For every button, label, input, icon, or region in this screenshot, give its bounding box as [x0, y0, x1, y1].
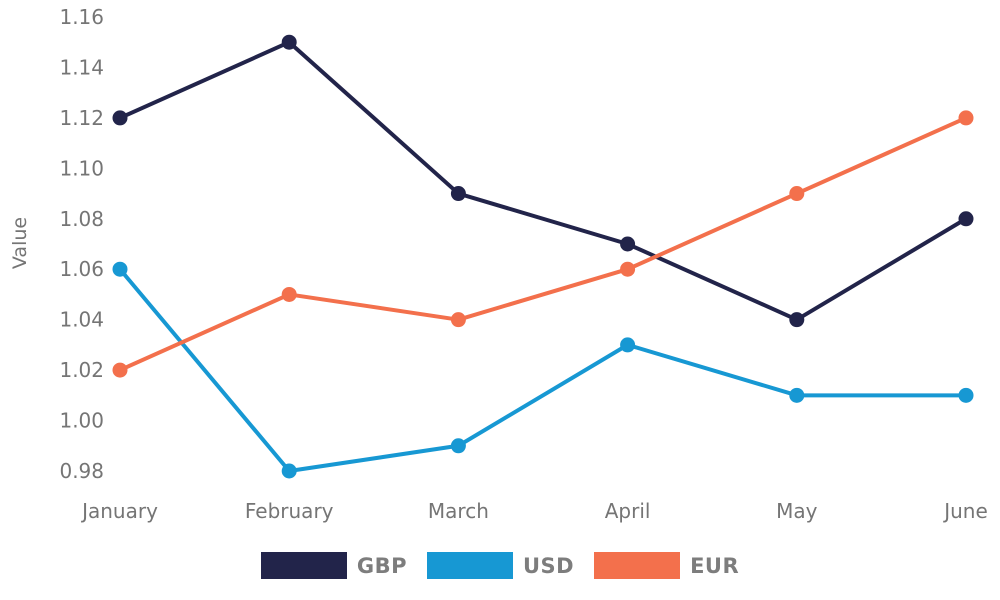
y-tick-label: 1.00 [59, 409, 104, 433]
data-point-gbp [958, 211, 974, 227]
data-point-eur [281, 286, 297, 302]
data-point-usd [958, 387, 974, 403]
data-point-usd [789, 387, 805, 403]
data-point-usd [112, 261, 128, 277]
data-point-gbp [789, 312, 805, 328]
y-tick-label: 1.04 [59, 308, 104, 332]
data-point-eur [789, 186, 805, 202]
data-point-gbp [450, 186, 466, 202]
y-tick-label: 1.10 [59, 156, 104, 180]
legend-label-gbp: GBP [356, 553, 407, 578]
legend-swatch-usd [426, 552, 513, 579]
legend-label-usd: USD [522, 553, 575, 578]
y-tick-label: 1.16 [59, 5, 104, 29]
y-tick-label: 1.12 [59, 106, 104, 130]
x-tick-label: March [428, 499, 489, 523]
y-tick-label: 0.98 [59, 459, 104, 483]
series-line-eur [118, 115, 968, 373]
y-tick-label: 1.02 [59, 358, 104, 382]
data-point-eur [958, 110, 974, 126]
series-line-gbp [118, 40, 968, 322]
data-point-usd [281, 463, 297, 479]
x-tick-label: June [942, 499, 988, 523]
data-point-gbp [281, 34, 297, 50]
data-point-usd [620, 337, 636, 353]
legend-label-eur: EUR [690, 553, 740, 578]
y-tick-label: 1.08 [59, 207, 104, 231]
series-line-usd [118, 267, 968, 473]
x-tick-label: April [605, 499, 651, 523]
y-tick-label: 1.06 [59, 257, 104, 281]
y-tick-label: 1.14 [59, 55, 104, 79]
data-point-eur [450, 312, 466, 328]
data-point-eur [112, 362, 128, 378]
data-point-gbp [112, 110, 128, 126]
legend-item-usd[interactable]: USD [426, 552, 575, 579]
legend-swatch-eur [594, 552, 681, 579]
data-point-eur [620, 261, 636, 277]
data-point-gbp [620, 236, 636, 252]
legend-swatch-gbp [260, 552, 347, 579]
x-tick-label: January [80, 499, 158, 523]
data-point-usd [450, 438, 466, 454]
x-tick-label: May [776, 499, 818, 523]
legend-item-gbp[interactable]: GBP [260, 552, 407, 579]
legend-item-eur[interactable]: EUR [594, 552, 739, 579]
legend: GBP USD EUR [0, 552, 1000, 579]
x-tick-label: February [245, 499, 334, 523]
